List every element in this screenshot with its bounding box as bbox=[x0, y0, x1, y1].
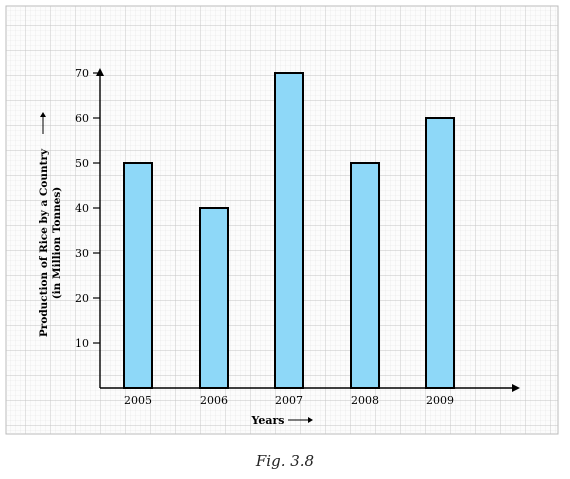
bar-2007 bbox=[274, 72, 304, 389]
bar-2008 bbox=[350, 162, 380, 389]
y-axis-arrowhead bbox=[96, 68, 104, 76]
y-tick-label-60: 60 bbox=[75, 112, 89, 125]
x-axis-ticks: 2005 2006 2007 2008 2009 bbox=[124, 394, 454, 407]
bars-group bbox=[123, 72, 455, 389]
y-axis-label-arrow bbox=[40, 112, 46, 134]
figure-caption: Fig. 3.8 bbox=[255, 452, 315, 470]
y-axis-label: Production of Rice by a Country bbox=[38, 148, 50, 337]
y-tick-label-50: 50 bbox=[75, 157, 89, 170]
x-axis-arrowhead bbox=[512, 384, 520, 392]
x-tick-label-2007: 2007 bbox=[275, 394, 303, 407]
y-axis-title: Production of Rice by a Country (in Mill… bbox=[38, 112, 63, 337]
y-tick-label-20: 20 bbox=[75, 292, 89, 305]
bar-2009 bbox=[425, 117, 455, 389]
y-tick-label-70: 70 bbox=[75, 67, 89, 80]
y-axis-unit: (in Million Tonnes) bbox=[51, 187, 63, 300]
bar-2005 bbox=[123, 162, 153, 389]
x-axis-label-arrow bbox=[288, 417, 313, 423]
bar-2006 bbox=[199, 207, 229, 389]
y-tick-label-40: 40 bbox=[75, 202, 89, 215]
y-tick-label-10: 10 bbox=[75, 337, 89, 350]
x-tick-label-2005: 2005 bbox=[124, 394, 152, 407]
x-axis-label: Years bbox=[250, 414, 284, 427]
y-tick-label-30: 30 bbox=[75, 247, 89, 260]
x-tick-label-2009: 2009 bbox=[426, 394, 454, 407]
x-tick-label-2006: 2006 bbox=[200, 394, 228, 407]
x-tick-label-2008: 2008 bbox=[351, 394, 379, 407]
axes-group bbox=[96, 68, 520, 392]
y-axis-ticks: 10 20 30 40 50 60 70 bbox=[75, 67, 100, 350]
